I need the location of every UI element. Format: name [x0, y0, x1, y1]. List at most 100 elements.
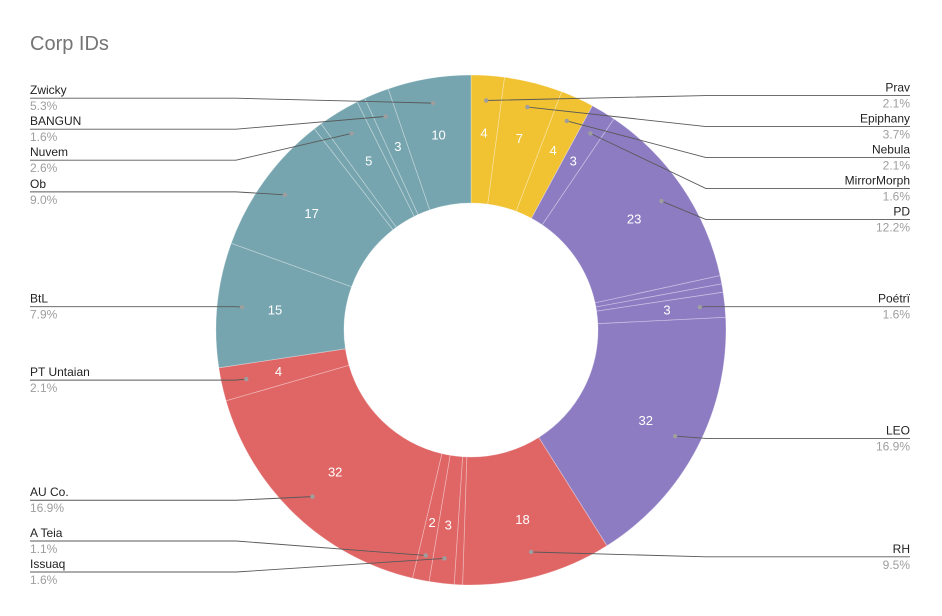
slice-small-6	[595, 283, 724, 312]
label-name-au-co: AU Co.	[30, 485, 69, 499]
label-name-rh: RH	[893, 542, 910, 556]
leader-line-rh	[531, 551, 910, 558]
leader-dot-pd	[659, 198, 664, 204]
label-percent-po-tr: 1.6%	[883, 308, 911, 322]
label-percent-bangun: 1.6%	[30, 130, 58, 144]
slice-rh	[462, 436, 608, 586]
label-percent-a-teia: 1.1%	[30, 542, 58, 556]
label-percent-epiphany: 3.7%	[883, 128, 911, 142]
chart-title: Corp IDs	[30, 33, 109, 55]
value-label-zwicky: 10	[431, 128, 445, 143]
value-label-btl: 15	[268, 302, 282, 317]
leader-line-au-co	[30, 496, 313, 501]
value-label-nuvem: 5	[365, 154, 372, 169]
leader-dot-prav	[484, 98, 489, 103]
leader-line-nebula	[566, 120, 910, 158]
leader-dot-btl	[239, 305, 245, 310]
leader-line-mirrormorph	[590, 132, 910, 189]
label-percent-ob: 9.0%	[30, 193, 58, 207]
slice-small-10	[453, 456, 468, 586]
leader-dot-issuaq	[442, 556, 447, 561]
leader-dot-nuvem	[349, 131, 354, 136]
slice-labels: Prav2.1%Epiphany3.7%Nebula2.1%MirrorMorp…	[30, 81, 911, 587]
leader-line-ob	[30, 191, 285, 196]
leader-line-pt-untaian	[30, 378, 247, 381]
label-name-mirrormorph: MirrorMorph	[845, 174, 910, 188]
label-name-po-tr: Poétrï	[878, 292, 911, 306]
leader-line-a-teia	[30, 540, 426, 556]
slice-ob	[230, 128, 394, 288]
label-name-a-teia: A Teia	[30, 526, 63, 540]
value-label-au-co: 32	[328, 465, 342, 480]
leader-dot-nebula	[564, 118, 570, 124]
value-label-ob: 17	[304, 206, 318, 221]
leader-line-leo	[675, 435, 910, 439]
slice-epiphany	[487, 76, 563, 212]
label-name-pt-untaian: PT Untaian	[30, 365, 90, 379]
slice-small-17	[313, 123, 397, 231]
value-label-a-teia: 2	[429, 515, 436, 530]
leader-dot-bangun	[383, 114, 388, 119]
label-name-epiphany: Epiphany	[860, 112, 910, 126]
slice-leo	[538, 316, 727, 547]
label-percent-btl: 7.9%	[30, 308, 58, 322]
leader-dot-ob	[282, 192, 288, 198]
leader-dot-epiphany	[525, 104, 530, 110]
label-name-ob: Ob	[30, 177, 46, 191]
label-percent-leo: 16.9%	[876, 439, 910, 453]
slice-nebula	[515, 91, 593, 219]
slice-btl	[215, 242, 353, 369]
label-percent-mirrormorph: 1.6%	[883, 190, 911, 204]
label-name-bangun: BANGUN	[30, 114, 81, 128]
value-label-leo: 32	[639, 413, 653, 428]
leader-line-nuvem	[30, 132, 352, 161]
slices	[215, 74, 727, 586]
leader-line-zwicky	[30, 97, 434, 104]
label-name-issuaq: Issuaq	[30, 557, 65, 571]
leader-dot-leo	[672, 433, 678, 439]
value-label-rh: 18	[515, 512, 529, 527]
slice-small-5	[594, 275, 723, 308]
slice-zwicky	[387, 74, 472, 211]
label-percent-au-co: 16.9%	[30, 501, 64, 515]
label-name-nebula: Nebula	[872, 143, 910, 157]
value-label-epiphany: 7	[516, 131, 523, 146]
leader-dot-au-co	[310, 494, 315, 499]
leader-dot-a-teia	[423, 553, 428, 558]
label-percent-issuaq: 1.6%	[30, 573, 58, 587]
slice-a-teia	[412, 453, 451, 582]
label-name-nuvem: Nuvem	[30, 145, 68, 159]
label-percent-prav: 2.1%	[883, 97, 911, 111]
label-percent-rh: 9.5%	[883, 558, 911, 572]
leader-line-issuaq	[30, 558, 445, 573]
value-label-nebula: 4	[549, 143, 556, 158]
label-name-prav: Prav	[885, 81, 910, 95]
value-label-prav: 4	[480, 125, 487, 140]
value-label-bangun: 3	[394, 139, 401, 154]
slice-pt-untaian	[218, 348, 350, 402]
value-label-po-tr: 3	[663, 302, 670, 317]
leader-dot-po-tr	[697, 305, 703, 310]
leader-dot-mirrormorph	[588, 131, 593, 136]
label-percent-zwicky: 5.3%	[30, 99, 58, 113]
leader-line-prav	[486, 95, 910, 101]
label-percent-nebula: 2.1%	[883, 159, 911, 173]
slice-pd	[541, 118, 721, 304]
label-name-zwicky: Zwicky	[30, 83, 67, 97]
leader-line-epiphany	[527, 106, 910, 127]
leader-lines	[30, 95, 910, 573]
label-percent-pd: 12.2%	[876, 221, 910, 235]
label-name-leo: LEO	[886, 423, 910, 437]
leader-dot-rh	[528, 549, 534, 555]
value-label-pd: 23	[627, 212, 641, 227]
label-name-btl: BtL	[30, 292, 48, 306]
leader-dot-pt-untaian	[244, 376, 249, 382]
slice-au-co	[225, 364, 443, 579]
label-percent-pt-untaian: 2.1%	[30, 381, 58, 395]
slice-prav	[470, 74, 506, 205]
leader-dot-zwicky	[430, 100, 436, 106]
value-label-pt-untaian: 4	[275, 364, 282, 379]
label-percent-nuvem: 2.6%	[30, 161, 58, 175]
